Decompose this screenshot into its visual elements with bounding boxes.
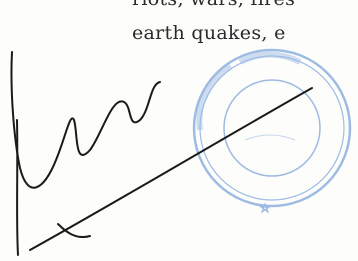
stamp	[194, 50, 350, 212]
signature	[11, 52, 312, 255]
text-line: earth quakes, e	[132, 22, 286, 44]
scanned-page: riots, wars, fires earth quakes, e	[0, 0, 358, 261]
text-line: riots, wars, fires	[132, 0, 295, 10]
